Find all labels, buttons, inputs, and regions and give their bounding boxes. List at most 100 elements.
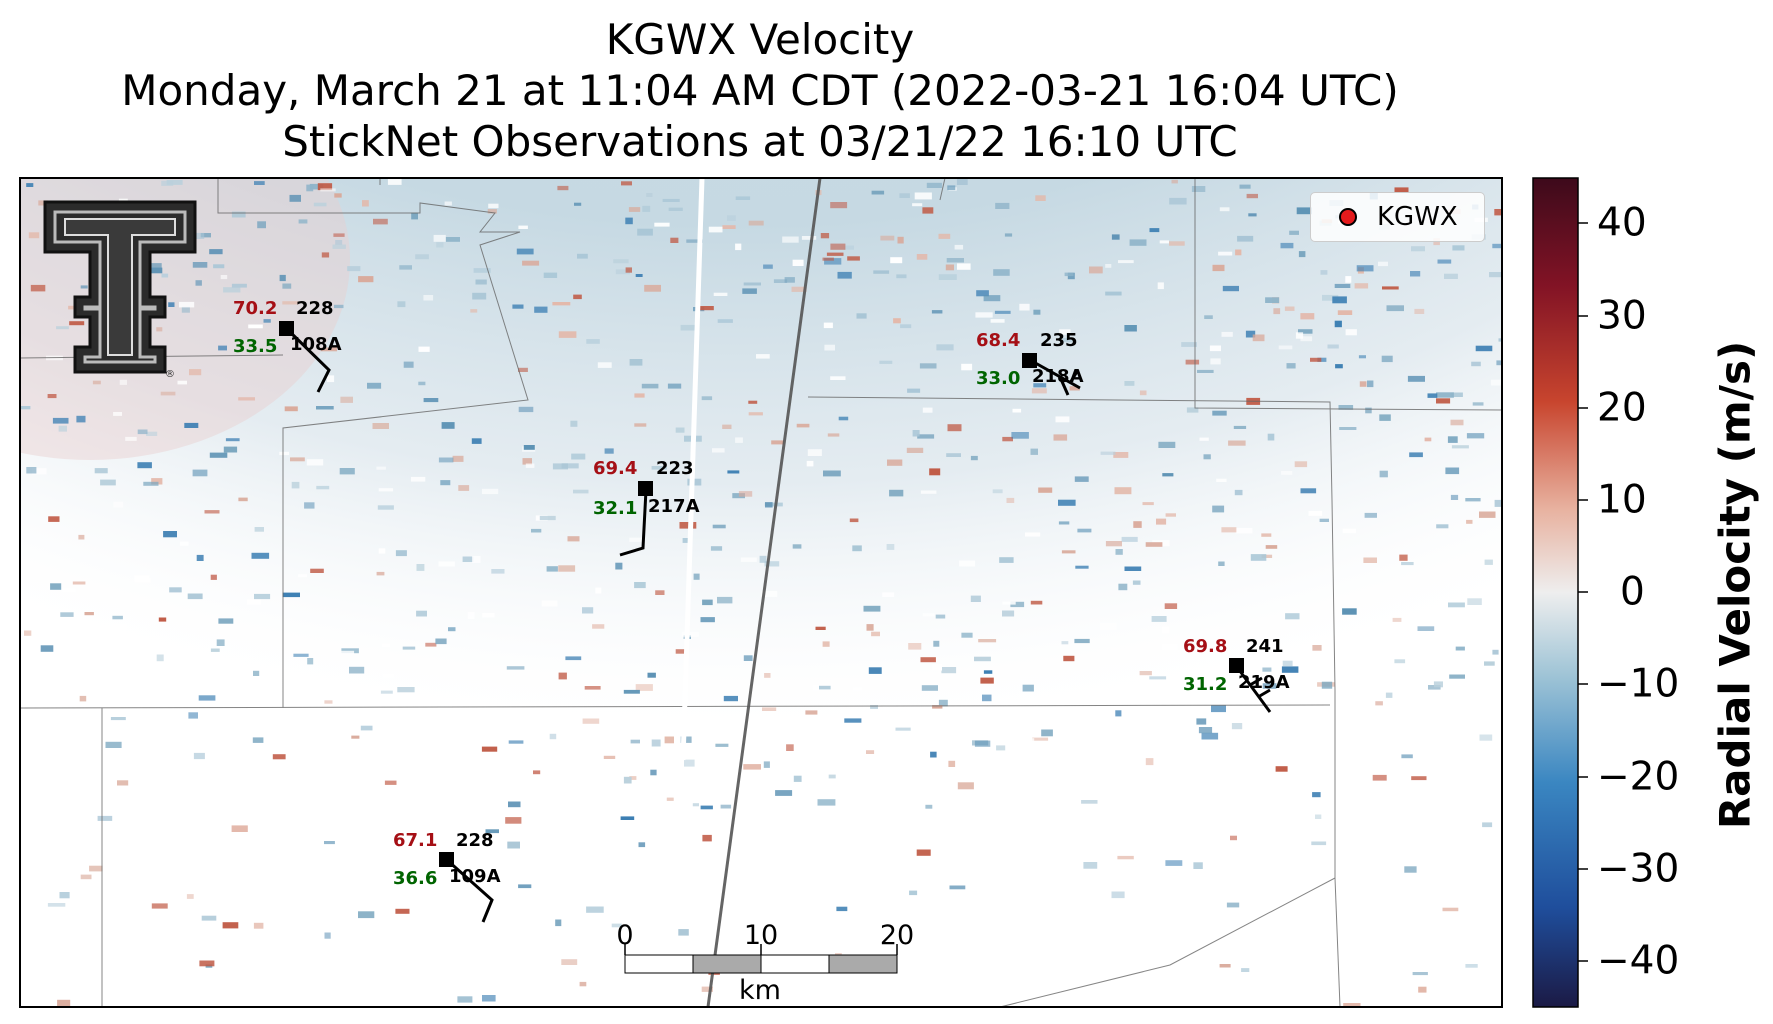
radar-gate (1099, 622, 1117, 630)
radar-gate (204, 510, 220, 514)
radar-gate (701, 396, 713, 401)
scale-bar (624, 944, 898, 974)
radar-gate (1479, 734, 1493, 741)
radar-gate (1385, 692, 1393, 698)
radar-gate (974, 656, 991, 662)
radar-gate (1250, 554, 1267, 561)
radar-gate (956, 178, 968, 185)
radar-gate (543, 272, 558, 278)
radar-gate (1248, 213, 1257, 217)
radar-gate (700, 805, 713, 810)
radar-gate (156, 654, 164, 662)
radar-gate (134, 578, 151, 583)
radar-gate (1038, 487, 1053, 493)
radar-gate (1417, 626, 1435, 631)
radar-gate (983, 670, 993, 674)
radar-gate (1310, 357, 1322, 362)
radar-gate (1118, 992, 1131, 997)
pressure-value: 228 (296, 298, 334, 319)
radar-gate (218, 618, 234, 624)
radar-gate (1445, 467, 1460, 475)
station-marker (1022, 353, 1037, 368)
radar-gate (324, 841, 335, 845)
radar-gate (231, 879, 239, 884)
radar-gate (1199, 437, 1209, 441)
radar-gate (518, 884, 532, 889)
radar-gate (402, 646, 416, 650)
radar-gate (518, 225, 528, 229)
radar-gate (48, 619, 64, 626)
radar-gate (525, 463, 535, 468)
radar-gate (1063, 655, 1075, 662)
radar-gate (523, 445, 535, 450)
radar-gate (732, 493, 745, 499)
radar-gate (467, 612, 475, 620)
radar-gate (646, 193, 653, 197)
radar-gate (830, 376, 846, 380)
radar-gate (1203, 454, 1211, 460)
pressure-value: 223 (656, 458, 694, 479)
radar-gate (1409, 452, 1423, 458)
radar-gate (1386, 305, 1404, 312)
radar-gate (1319, 518, 1329, 522)
radar-gate (1298, 329, 1313, 334)
radar-gate (1296, 207, 1312, 215)
radar-gate (522, 260, 540, 266)
radar-gate (193, 232, 205, 239)
radar-gate (1282, 660, 1293, 667)
radar-gate (1204, 315, 1213, 319)
radar-gate (546, 566, 558, 572)
radar-gate (1209, 345, 1221, 352)
radar-gate (374, 685, 385, 690)
radar-gate (316, 406, 334, 410)
radar-gate (313, 202, 327, 207)
radar-gate (907, 388, 921, 393)
radar-gate (89, 865, 103, 872)
radar-gate (628, 207, 641, 212)
colorbar-tick-label: −10 (1597, 661, 1680, 707)
radar-gate (710, 546, 723, 551)
radar-gate (1212, 410, 1227, 416)
radar-gate (1165, 513, 1176, 517)
radar-gate (218, 345, 227, 351)
radar-gate (1327, 344, 1339, 349)
radar-gate (473, 268, 491, 273)
station-plots: 70.2 228 33.5 108A 69.4 223 32.1 217A 68… (233, 298, 1290, 923)
radar-gate (635, 274, 643, 277)
texas-tech-double-t-logo: ® (43, 200, 197, 380)
radar-gate (929, 468, 941, 476)
colorbar-tick-label: 0 (1620, 569, 1645, 615)
radar-gate (975, 312, 993, 318)
radar-gate (1332, 296, 1347, 304)
radar-gate (293, 653, 309, 657)
radar-gate (596, 465, 605, 470)
radar-gate (397, 687, 415, 693)
radar-gate (416, 610, 427, 617)
radar-gate (506, 666, 525, 670)
radar-gate (1139, 390, 1147, 396)
radar-gate (1129, 239, 1147, 246)
radar-gate (24, 630, 32, 636)
radar-gate (1055, 416, 1070, 423)
radar-gate (629, 776, 637, 780)
radar-gate (604, 448, 614, 454)
radar-gate (1280, 242, 1294, 249)
radar-gate (222, 922, 239, 929)
radar-gate (635, 684, 653, 691)
radar-gate (735, 437, 743, 443)
radar-gate (945, 264, 954, 271)
radar-gate (1379, 470, 1388, 478)
radar-gate (932, 664, 942, 671)
radar-gate (1226, 902, 1240, 908)
radar-gate (879, 360, 893, 364)
radar-gate (1216, 478, 1227, 482)
colorbar (1532, 177, 1579, 1008)
radar-gate (613, 259, 629, 264)
radar-gate (980, 677, 994, 684)
radar-gate (418, 381, 426, 386)
velocity-field (20, 178, 1502, 960)
radar-gate (433, 234, 446, 242)
radar-gate (438, 457, 454, 463)
radar-gate (897, 236, 904, 244)
radar-gate (712, 448, 725, 453)
